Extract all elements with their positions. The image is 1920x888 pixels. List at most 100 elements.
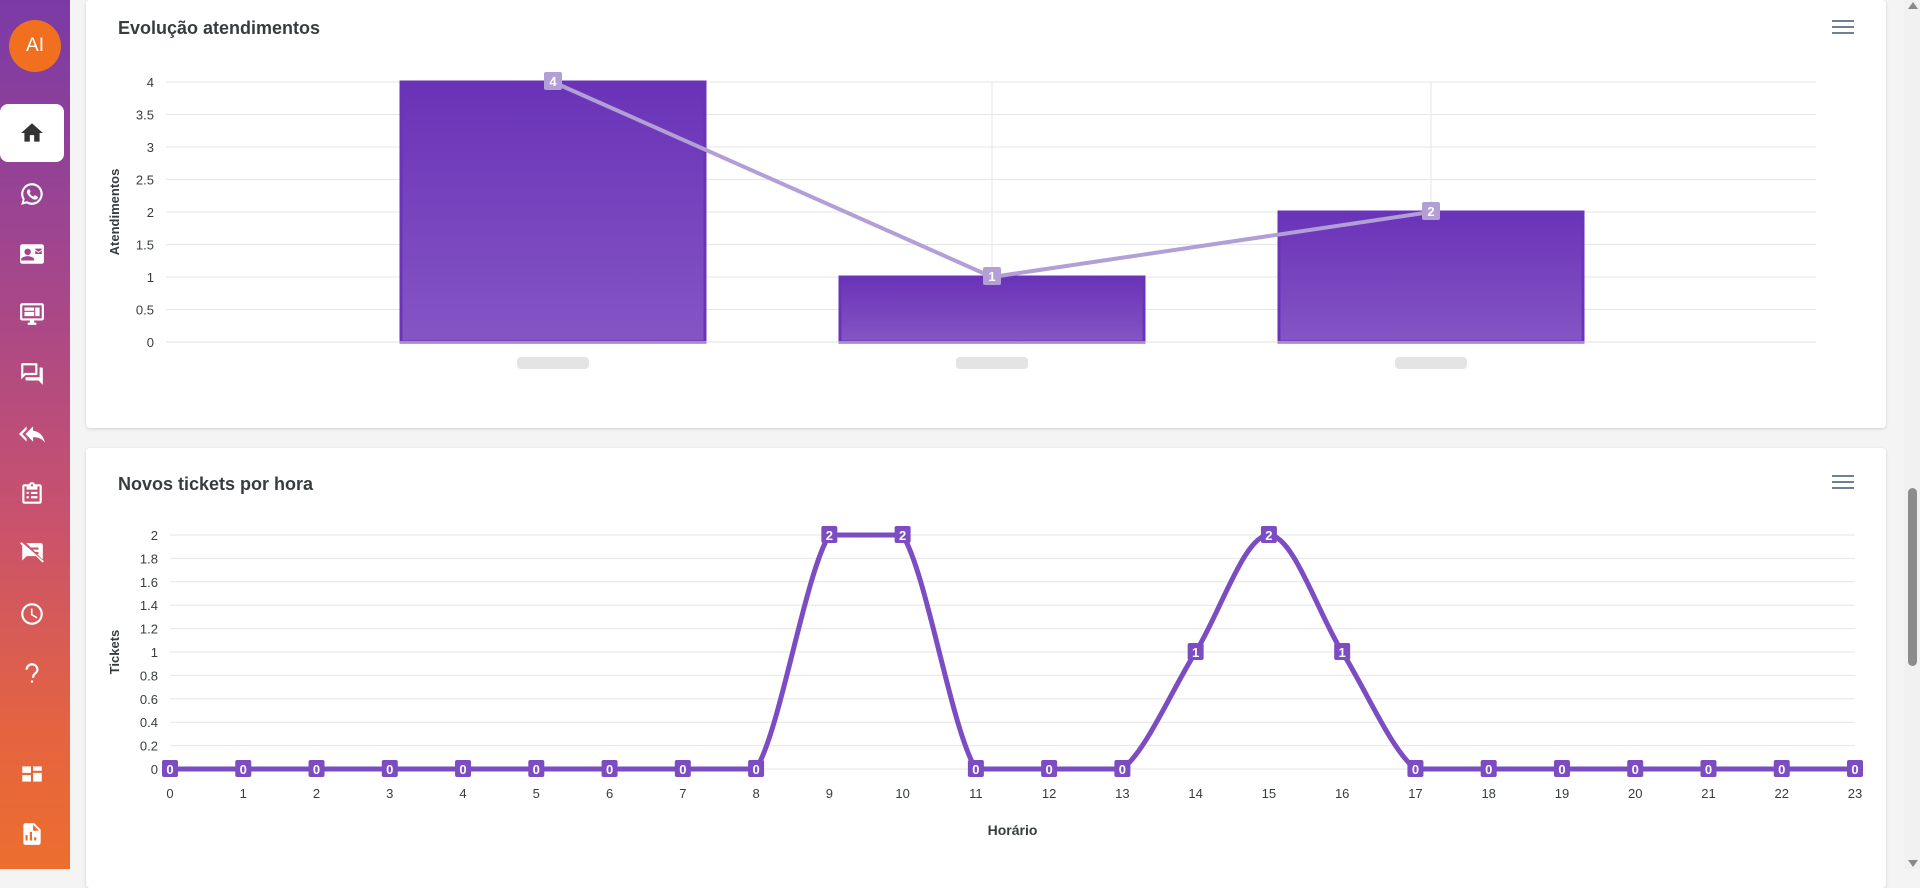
y-tick-label: 1.4	[140, 598, 158, 613]
bar	[1277, 210, 1585, 344]
data-label: 0	[1632, 762, 1639, 777]
x-tick-label: 12	[1042, 786, 1056, 801]
contact-card-icon	[20, 244, 44, 264]
data-label: 0	[166, 762, 173, 777]
x-tick-label: 19	[1555, 786, 1569, 801]
x-tick-label: 21	[1701, 786, 1715, 801]
chart-menu-icon[interactable]	[1832, 20, 1854, 36]
data-label: 0	[313, 762, 320, 777]
nav-dashboard[interactable]	[0, 745, 64, 803]
data-label: 0	[533, 762, 540, 777]
data-label-box	[1260, 526, 1277, 543]
nav-help[interactable]	[0, 645, 64, 703]
data-label-box	[1553, 760, 1570, 777]
x-tick-label: 17	[1408, 786, 1422, 801]
y-tick-label: 3	[147, 140, 154, 155]
x-tick-label: 6	[606, 786, 613, 801]
scrollbar[interactable]	[1904, 0, 1920, 869]
x-tick-label-blurred	[956, 357, 1028, 369]
data-label: 0	[679, 762, 686, 777]
nav-whatsapp[interactable]	[0, 165, 64, 223]
data-label-box	[544, 72, 562, 90]
x-tick-label: 11	[969, 786, 983, 801]
nav-quick-replies[interactable]	[0, 405, 64, 463]
nav-reports[interactable]	[0, 805, 64, 863]
data-label-box	[1334, 643, 1351, 660]
data-label: 1	[1339, 645, 1346, 660]
nav-chats[interactable]	[0, 345, 64, 403]
data-label-box	[381, 760, 398, 777]
data-label-box	[1773, 760, 1790, 777]
y-tick-label: 3.5	[136, 108, 154, 123]
home-icon	[21, 123, 43, 142]
card-title: Novos tickets por hora	[118, 474, 314, 494]
data-label: 0	[1851, 762, 1858, 777]
x-tick-label: 5	[533, 786, 540, 801]
y-tick-label: 0	[151, 762, 158, 777]
nav-closed-chats[interactable]	[0, 525, 64, 583]
x-tick-label: 14	[1188, 786, 1202, 801]
y-tick-label: 1.2	[140, 622, 158, 637]
data-label-box	[601, 760, 618, 777]
data-label: 0	[1558, 762, 1565, 777]
dashboard-icon	[22, 766, 42, 782]
data-label-box	[1480, 760, 1497, 777]
x-axis-title: Horário	[988, 822, 1038, 838]
y-axis-title: Tickets	[107, 630, 122, 675]
data-label-box	[1627, 760, 1644, 777]
nav-monitor[interactable]	[0, 285, 64, 343]
data-label-box	[1041, 760, 1058, 777]
x-tick-label: 16	[1335, 786, 1349, 801]
report-icon	[23, 823, 41, 845]
avatar[interactable]: AI	[9, 20, 61, 72]
data-label: 0	[1778, 762, 1785, 777]
y-tick-label: 1	[151, 645, 158, 660]
data-label: 2	[1427, 204, 1434, 219]
data-label-box	[1114, 760, 1131, 777]
x-tick-label: 10	[895, 786, 909, 801]
chart-menu-icon[interactable]	[1832, 475, 1854, 491]
y-tick-label: 2.5	[136, 173, 154, 188]
x-tick-label-blurred	[1395, 357, 1467, 369]
scroll-down-arrow[interactable]	[1908, 860, 1918, 867]
data-label: 0	[1485, 762, 1492, 777]
data-label: 1	[988, 269, 995, 284]
chart-card-atendimentos: Evolução atendimentos 0 0.5 1 1.5 2 2.5 3 3.5 4 4…	[86, 0, 1886, 428]
scroll-thumb[interactable]	[1908, 488, 1917, 666]
x-tick-label: 20	[1628, 786, 1642, 801]
monitor-icon	[20, 303, 44, 325]
nav-schedules[interactable]	[0, 585, 64, 643]
y-tick-label: 0.2	[140, 739, 158, 754]
x-tick-label: 1	[240, 786, 247, 801]
data-label: 0	[240, 762, 247, 777]
nav-tasks[interactable]	[0, 465, 64, 523]
data-label-box	[1187, 643, 1204, 660]
data-label: 0	[1412, 762, 1419, 777]
data-label-box	[894, 526, 911, 543]
data-label-box	[308, 760, 325, 777]
x-tick-label: 4	[459, 786, 466, 801]
y-tick-label: 0.4	[140, 715, 158, 730]
card-title: Evolução atendimentos	[118, 18, 321, 38]
clock-icon	[21, 603, 43, 625]
nav-contacts[interactable]	[0, 225, 64, 283]
y-tick-label: 1.8	[140, 551, 158, 566]
y-tick-label: 0.6	[140, 692, 158, 707]
x-tick-label: 8	[752, 786, 759, 801]
y-tick-label: 2	[151, 528, 158, 543]
x-tick-label: 3	[386, 786, 393, 801]
data-label-box	[528, 760, 545, 777]
x-tick-label-blurred	[517, 357, 589, 369]
x-tick-label: 13	[1115, 786, 1129, 801]
data-label-box	[1407, 760, 1424, 777]
y-tick-label: 2	[147, 205, 154, 220]
data-label: 2	[1265, 528, 1272, 543]
y-tick-label: 4	[147, 75, 154, 90]
nav-home[interactable]	[0, 104, 64, 162]
scroll-up-arrow[interactable]	[1908, 2, 1918, 9]
data-label: 4	[549, 74, 557, 89]
data-label-box	[983, 267, 1001, 285]
data-label-box	[162, 760, 178, 777]
chart-card-tickets-hora: Novos tickets por hora 0 0.2 0.4 0.6 0.8 1 1.2…	[86, 448, 1886, 888]
data-label: 2	[826, 528, 833, 543]
